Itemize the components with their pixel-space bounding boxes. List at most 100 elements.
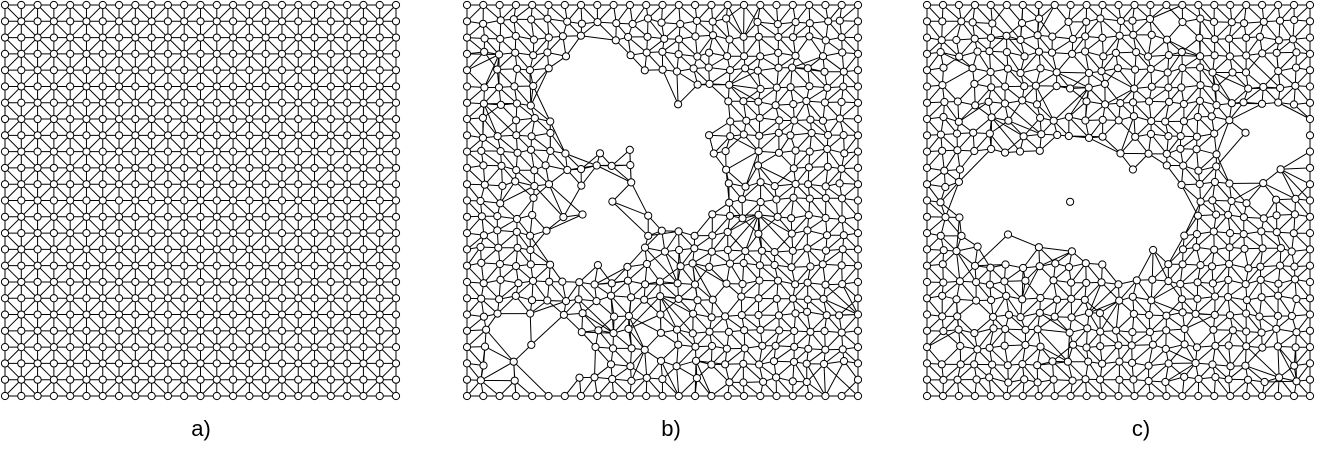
mesh-node [1180, 231, 1189, 240]
mesh-node [707, 247, 716, 256]
mesh-node [375, 375, 384, 384]
mesh-node [196, 245, 205, 254]
mesh-node [245, 98, 254, 107]
mesh-node [1305, 326, 1315, 335]
mesh-node [790, 342, 799, 351]
mesh-node [1015, 147, 1025, 156]
mesh-node [1178, 308, 1187, 317]
mesh-node [642, 391, 651, 401]
mesh-node [1164, 83, 1173, 92]
mesh-node [853, 196, 863, 205]
mesh-node [624, 32, 633, 42]
mesh-node [595, 149, 605, 158]
mesh-node [805, 0, 814, 10]
mesh-node [640, 66, 649, 75]
mesh-node [1305, 375, 1315, 384]
mesh-node [786, 131, 795, 140]
mesh-node [724, 97, 733, 106]
mesh-node [310, 33, 319, 42]
mesh-node [462, 375, 472, 384]
mesh-node [147, 310, 156, 319]
mesh-node [692, 374, 702, 383]
mesh-node [66, 131, 75, 140]
mesh-node [228, 359, 238, 368]
mesh-node [989, 312, 998, 321]
mesh-node [1020, 375, 1029, 384]
mesh-node [196, 375, 205, 384]
mesh-node [936, 198, 945, 207]
mesh-node [1114, 116, 1123, 125]
mesh-node [1292, 377, 1301, 386]
mesh-node [723, 391, 732, 401]
mesh-node [462, 196, 472, 205]
mesh-node [310, 310, 319, 319]
mesh-node [953, 146, 962, 155]
mesh-node [1018, 295, 1027, 304]
mesh-node [1305, 82, 1315, 91]
mesh-node [245, 196, 254, 205]
mesh-node [310, 82, 319, 91]
mesh-node [823, 162, 832, 171]
mesh-node [1258, 49, 1267, 58]
mesh-node [478, 133, 487, 142]
mesh-node [818, 116, 828, 125]
mesh-node [131, 245, 140, 254]
mesh-node [1098, 132, 1107, 141]
mesh-node [1255, 312, 1264, 321]
mesh-node [17, 131, 26, 140]
mesh-node [1178, 260, 1187, 269]
mesh-node [17, 196, 26, 205]
mesh-node [1021, 340, 1030, 349]
mesh-node [546, 146, 555, 155]
mesh-node [147, 17, 156, 26]
mesh-node [163, 163, 173, 173]
mesh-node [1003, 230, 1013, 239]
mesh-node [277, 375, 287, 384]
mesh-node [180, 343, 189, 352]
mesh-node [838, 280, 847, 289]
mesh-node [98, 82, 107, 91]
mesh-node [49, 375, 58, 384]
mesh-node [1129, 375, 1138, 384]
mesh-node [375, 0, 384, 10]
mesh-node [1165, 97, 1174, 107]
mesh-node [493, 65, 502, 74]
mesh-node [558, 32, 568, 41]
mesh-node [375, 261, 384, 270]
mesh-node [462, 33, 472, 42]
mesh-node [1052, 82, 1061, 91]
mesh-node [1226, 0, 1235, 10]
mesh-node [114, 196, 124, 205]
mesh-node [510, 376, 519, 385]
mesh-node [1242, 327, 1251, 336]
mesh-node [708, 17, 717, 26]
mesh-node [527, 15, 536, 24]
mesh-node [375, 245, 384, 254]
mesh-node [837, 164, 846, 173]
mesh-node [310, 17, 319, 26]
mesh-node [391, 245, 401, 254]
mesh-node [261, 228, 270, 238]
mesh-node [196, 114, 205, 124]
mesh-node [952, 129, 962, 138]
mesh-node [228, 66, 238, 75]
mesh-node [970, 0, 980, 10]
panel-c-caption: c) [1131, 416, 1151, 441]
mesh-node [806, 115, 815, 124]
mesh-node [1212, 162, 1221, 171]
mesh-node [1194, 374, 1203, 384]
mesh-node [228, 310, 238, 319]
mesh-node [391, 180, 401, 189]
mesh-node [853, 82, 863, 91]
mesh-node [753, 66, 762, 75]
mesh-node [972, 278, 981, 287]
mesh-node [98, 180, 107, 189]
mesh-node [805, 391, 814, 401]
mesh-node [147, 66, 156, 75]
mesh-node [228, 196, 238, 205]
mesh-node [147, 391, 156, 401]
mesh-node [277, 82, 287, 91]
mesh-node [1115, 296, 1124, 305]
mesh-node [212, 228, 221, 238]
